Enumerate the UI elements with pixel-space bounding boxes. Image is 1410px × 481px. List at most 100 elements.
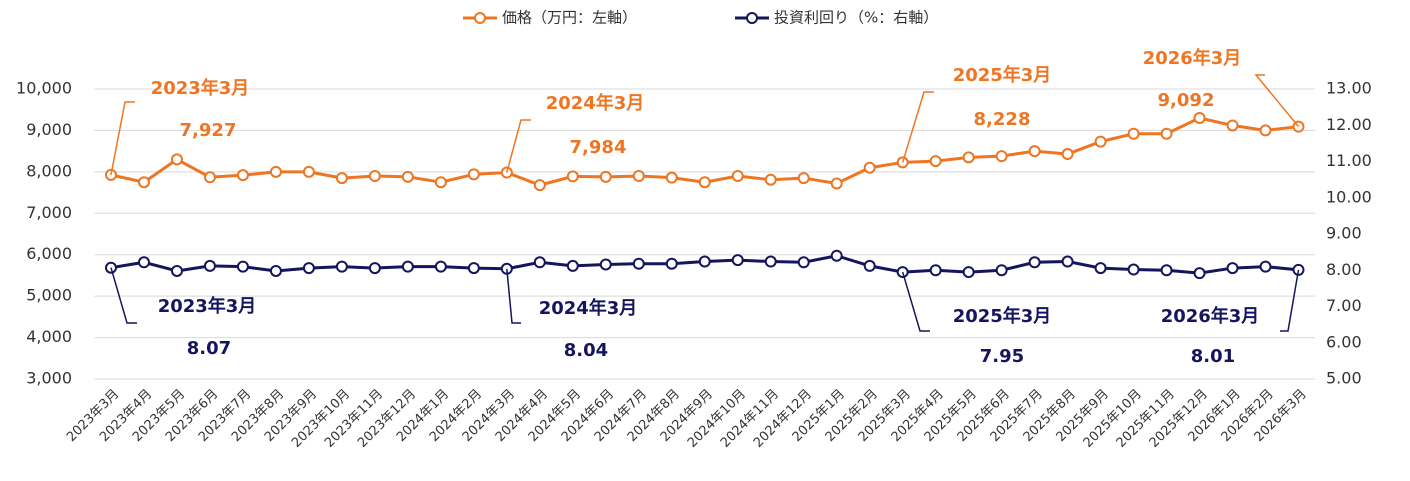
point bbox=[1094, 135, 1107, 148]
leader-line bbox=[901, 91, 934, 163]
y-tick-label: 8,000 bbox=[26, 161, 72, 180]
y2-tick-label: 8.00 bbox=[1326, 260, 1362, 279]
point bbox=[368, 262, 381, 275]
leader-line bbox=[1280, 269, 1300, 332]
point bbox=[599, 170, 612, 183]
point bbox=[335, 172, 348, 185]
legend-marker bbox=[746, 12, 758, 24]
point bbox=[764, 255, 777, 268]
point bbox=[434, 176, 447, 189]
point bbox=[863, 161, 876, 174]
point bbox=[1028, 145, 1041, 158]
point bbox=[236, 169, 249, 182]
data-label: 8,228 bbox=[974, 109, 1031, 130]
y-tick-label: 10,000 bbox=[16, 79, 72, 98]
point bbox=[995, 150, 1008, 163]
point bbox=[1226, 262, 1239, 275]
point bbox=[731, 254, 744, 267]
y2-tick-label: 6.00 bbox=[1326, 332, 1362, 351]
point bbox=[467, 168, 480, 181]
y2-tick-label: 11.00 bbox=[1326, 151, 1372, 170]
y-tick-label: 9,000 bbox=[26, 120, 72, 139]
point bbox=[566, 259, 579, 272]
point bbox=[302, 262, 315, 275]
point bbox=[203, 171, 216, 184]
point bbox=[1193, 112, 1206, 124]
point bbox=[632, 257, 645, 270]
point bbox=[731, 170, 744, 182]
point bbox=[599, 258, 612, 271]
y-tick-label: 6,000 bbox=[26, 244, 72, 263]
annotation-date: 2024年3月 bbox=[546, 92, 645, 114]
point bbox=[269, 264, 282, 277]
point bbox=[929, 155, 942, 168]
leader-line bbox=[506, 268, 521, 324]
y2-tick-label: 5.00 bbox=[1326, 369, 1362, 388]
leader-line bbox=[110, 267, 137, 324]
point bbox=[269, 165, 282, 178]
data-label: 7,927 bbox=[180, 120, 237, 141]
annotation-date: 2025年3月 bbox=[953, 64, 1052, 86]
point bbox=[236, 260, 249, 273]
point bbox=[137, 256, 150, 269]
point bbox=[1160, 127, 1173, 140]
data-label: 8.07 bbox=[187, 338, 231, 359]
point bbox=[698, 255, 711, 268]
point bbox=[533, 256, 546, 269]
point bbox=[170, 153, 183, 166]
point bbox=[830, 249, 843, 262]
annotation-date: 2023年3月 bbox=[158, 295, 257, 317]
series-line bbox=[110, 116, 1299, 187]
data-label: 9,092 bbox=[1158, 90, 1215, 111]
y2-tick-label: 9.00 bbox=[1326, 224, 1362, 243]
point bbox=[566, 170, 579, 183]
leader-line bbox=[110, 101, 135, 176]
point bbox=[137, 176, 150, 189]
point bbox=[467, 262, 480, 275]
point bbox=[401, 170, 414, 183]
annotation-date: 2025年3月 bbox=[953, 305, 1052, 327]
y-tick-label: 3,000 bbox=[26, 369, 72, 388]
point bbox=[1193, 267, 1206, 280]
data-label: 7.95 bbox=[980, 346, 1024, 367]
data-label: 8.04 bbox=[564, 340, 608, 361]
annotation-date: 2023年3月 bbox=[151, 77, 250, 99]
point bbox=[665, 171, 678, 184]
point bbox=[632, 170, 645, 182]
point bbox=[797, 256, 810, 269]
point bbox=[665, 257, 678, 270]
point bbox=[698, 176, 711, 189]
point bbox=[1259, 260, 1272, 273]
y-tick-label: 7,000 bbox=[26, 203, 72, 222]
point bbox=[1028, 256, 1041, 269]
annotation-date: 2026年3月 bbox=[1161, 305, 1260, 327]
y-tick-label: 4,000 bbox=[26, 327, 72, 346]
point bbox=[1127, 263, 1140, 276]
leader-line bbox=[1254, 74, 1300, 128]
point bbox=[1226, 119, 1239, 132]
annotation-date: 2024年3月 bbox=[539, 297, 638, 319]
y2-tick-label: 13.00 bbox=[1326, 79, 1372, 98]
point bbox=[1259, 124, 1272, 137]
point bbox=[962, 266, 975, 279]
point bbox=[1061, 255, 1074, 268]
data-label: 7,984 bbox=[570, 137, 627, 158]
point bbox=[1127, 127, 1140, 140]
point bbox=[995, 264, 1008, 277]
point bbox=[929, 264, 942, 277]
point bbox=[797, 172, 810, 185]
point bbox=[401, 260, 414, 273]
point bbox=[863, 259, 876, 272]
y2-tick-label: 12.00 bbox=[1326, 115, 1372, 134]
point bbox=[830, 177, 843, 190]
point bbox=[1094, 262, 1107, 275]
point bbox=[764, 173, 777, 186]
point bbox=[302, 165, 315, 178]
point bbox=[335, 260, 348, 273]
leader-line bbox=[506, 119, 531, 173]
point bbox=[962, 151, 975, 164]
leader-line bbox=[901, 271, 930, 332]
point bbox=[1061, 148, 1074, 161]
point bbox=[434, 260, 447, 273]
legend-label: 価格（万円：左軸） bbox=[502, 9, 637, 27]
